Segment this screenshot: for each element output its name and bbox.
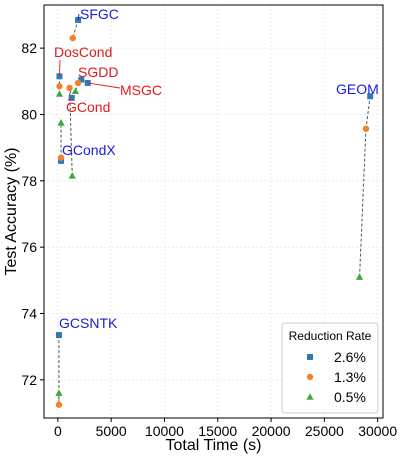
sgdd-point-1-3pct <box>74 79 82 87</box>
x-tick-label: 10000 <box>145 423 184 439</box>
gcond-label: GCond <box>66 99 110 115</box>
x-tick-label: 0 <box>54 423 62 439</box>
x-tick-label: 25000 <box>305 423 344 439</box>
msgc-label-leader <box>87 82 121 89</box>
y-tick-label: 80 <box>21 106 37 122</box>
geom-point-1-3pct <box>362 125 370 132</box>
legend-marker-square <box>307 354 313 360</box>
y-axis-ticks: 72 74 76 78 80 82 <box>21 40 44 388</box>
doscond-label: DosCond <box>54 44 112 60</box>
y-tick-label: 78 <box>21 173 37 189</box>
geom-point-2-6pct <box>367 93 374 100</box>
gcond-point-0-5pct <box>68 172 76 179</box>
legend: Reduction Rate 2.6% 1.3% 0.5% <box>281 322 379 414</box>
gcondx-point-1-3pct <box>57 154 65 161</box>
gcsntk-point-0-5pct <box>55 389 63 396</box>
x-tick-label: 15000 <box>198 423 237 439</box>
x-tick-label: 30000 <box>358 423 397 439</box>
legend-marker-triangle <box>306 393 314 400</box>
legend-entry-label: 0.5% <box>334 389 366 405</box>
legend-title: Reduction Rate <box>289 329 372 343</box>
doscond-label-leader <box>59 59 61 77</box>
gcond-point-1-3pct <box>66 84 73 92</box>
x-axis-ticks: 0 5000 10000 15000 20000 25000 30000 <box>54 418 397 439</box>
x-tick-label: 20000 <box>252 423 291 439</box>
x-tick-label: 5000 <box>96 423 127 439</box>
geom-connector <box>359 128 367 278</box>
doscond-point-0-5pct <box>55 90 64 97</box>
sgdd-point-2-6pct <box>78 76 85 83</box>
sfgc-label-leader <box>77 13 80 20</box>
doscond-point-1-3pct <box>56 83 63 90</box>
gcondx-point-2-6pct <box>58 157 65 164</box>
sgdd-label: SGDD <box>78 64 118 80</box>
legend-entry-label: 1.3% <box>334 369 366 385</box>
gcsntk-point-2-6pct <box>55 332 62 339</box>
y-tick-label: 82 <box>21 40 37 56</box>
legend-box <box>281 322 379 414</box>
y-tick-label: 72 <box>21 372 37 388</box>
sfgc-point-1-3pct <box>69 34 76 42</box>
msgc-label: MSGC <box>120 82 162 98</box>
gcsntk-label: GCSNTK <box>59 315 118 331</box>
gcondx-label: GCondX <box>62 142 116 158</box>
sfgc-label: SFGC <box>80 6 119 22</box>
x-axis-label: Total Time (s) <box>165 437 261 454</box>
legend-entry-label: 2.6% <box>334 349 366 365</box>
gcond-label-leader <box>67 97 72 101</box>
plot-frame <box>43 4 384 419</box>
geom-label: GEOM <box>336 81 379 97</box>
geom-point-0-5pct <box>355 273 364 280</box>
gcondx-point-0-5pct <box>57 118 65 126</box>
sgdd-point-0-5pct <box>71 87 80 95</box>
gcsntk-point-1-3pct <box>55 401 63 408</box>
y-tick-label: 74 <box>21 306 37 322</box>
geom-connector <box>365 96 371 129</box>
y-tick-label: 76 <box>21 239 37 255</box>
y-axis-label: Test Accuracy (%) <box>3 147 20 275</box>
legend-marker-circle <box>306 373 314 381</box>
